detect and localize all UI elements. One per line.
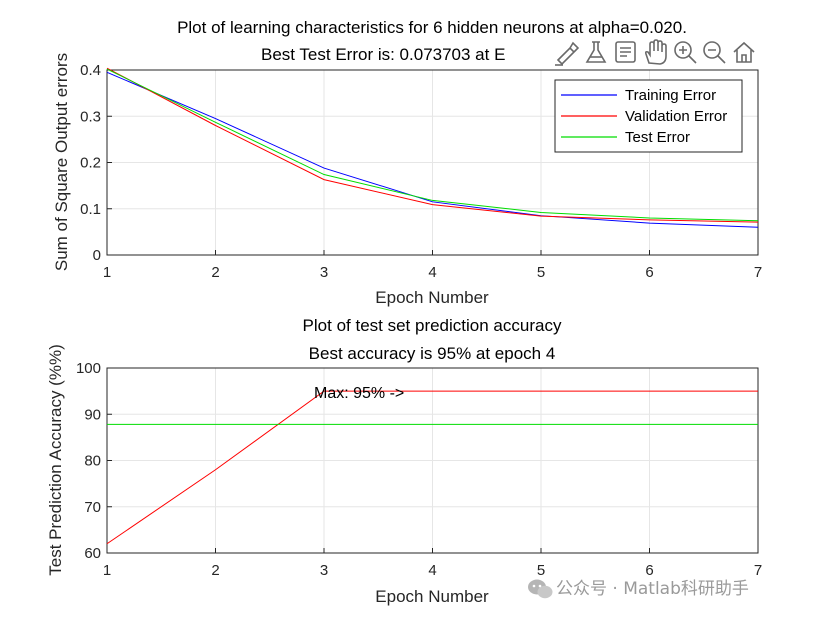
chart2-xtick-label: 1	[103, 562, 111, 579]
chart1-xtick-label: 3	[320, 264, 328, 281]
chart1-title-line2: Best Test Error is: 0.073703 at E	[261, 45, 505, 64]
chart2-xtick-label: 5	[537, 562, 545, 579]
chart2-ylabel: Test Prediction Accuracy (%%)	[46, 344, 65, 575]
chart2-xtick-label: 7	[754, 562, 762, 579]
chart1-xtick-label: 2	[211, 264, 219, 281]
chart2-tick-labels: 1 2 3 4 5 6 7 60 70 80 90 100	[76, 360, 762, 579]
data-tips-icon[interactable]	[615, 41, 636, 63]
max-accuracy-annotation: Max: 95% ->	[314, 385, 404, 402]
zoom-in-icon[interactable]	[674, 41, 697, 64]
chart2-title-line2: Best accuracy is 95% at epoch 4	[309, 344, 556, 363]
brush-icon[interactable]	[555, 41, 580, 66]
chart1-ylabel: Sum of Square Output errors	[52, 53, 71, 271]
chart2-ytick-label: 100	[76, 360, 101, 377]
chart1-series-line-0	[106, 71, 759, 228]
chart1-ytick-label: 0	[93, 247, 101, 264]
chart2-series-line-0	[106, 390, 758, 545]
chart1-legend: Training Error Validation Error Test Err…	[554, 79, 743, 153]
flask-icon[interactable]	[585, 41, 607, 63]
chart2-ytick-label: 70	[84, 499, 101, 516]
chart2-xtick-label: 3	[320, 562, 328, 579]
watermark: 公众号 · Matlab科研助手	[528, 579, 749, 599]
chart2-ytick-label: 60	[84, 545, 101, 562]
legend-label-training: Training Error	[625, 87, 716, 104]
chart1-tick-labels: 1 2 3 4 5 6 7 0 0.1 0.2 0.3 0.4	[80, 62, 762, 281]
chart1-series	[106, 67, 759, 228]
chart1-xtick-label: 5	[537, 264, 545, 281]
toolbar-background	[548, 37, 762, 67]
chart2-ytick-label: 80	[84, 453, 101, 470]
chart1-xlabel: Epoch Number	[375, 288, 489, 307]
chart2-xtick-label: 4	[428, 562, 436, 579]
chart1-xtick-label: 7	[754, 264, 762, 281]
chart1-xtick-label: 4	[428, 264, 436, 281]
chart1-ytick-label: 0.1	[80, 201, 101, 218]
legend-label-test: Test Error	[625, 129, 690, 146]
zoom-out-icon[interactable]	[703, 41, 726, 64]
chart2-series	[106, 390, 758, 545]
chart2-ytick-label: 90	[84, 406, 101, 423]
chart1-xtick-label: 1	[103, 264, 111, 281]
chart1-xtick-label: 6	[645, 264, 653, 281]
chart1-ytick-label: 0.2	[80, 155, 101, 172]
legend-label-validation: Validation Error	[625, 108, 727, 125]
chart2-title-line1: Plot of test set prediction accuracy	[303, 316, 562, 335]
chart2-grid	[107, 368, 758, 553]
chart2-xtick-label: 2	[211, 562, 219, 579]
chart1-series-line-2	[106, 68, 759, 222]
chart2-xlabel: Epoch Number	[375, 587, 489, 606]
test-accuracy-chart: Plot of test set prediction accuracy Bes…	[46, 316, 762, 606]
watermark-text: 公众号 · Matlab科研助手	[556, 579, 749, 599]
chart1-ytick-label: 0.3	[80, 108, 101, 125]
chart2-xtick-label: 6	[645, 562, 653, 579]
axes-toolbar	[548, 37, 762, 67]
pan-hand-icon[interactable]	[644, 39, 667, 65]
chart1-ytick-label: 0.4	[80, 62, 101, 79]
home-icon[interactable]	[733, 41, 755, 63]
wechat-icon	[528, 579, 553, 599]
chart1-series-line-1	[106, 67, 759, 223]
learning-characteristics-chart: Plot of learning characteristics for 6 h…	[52, 18, 762, 307]
chart1-title-line1: Plot of learning characteristics for 6 h…	[177, 18, 687, 37]
